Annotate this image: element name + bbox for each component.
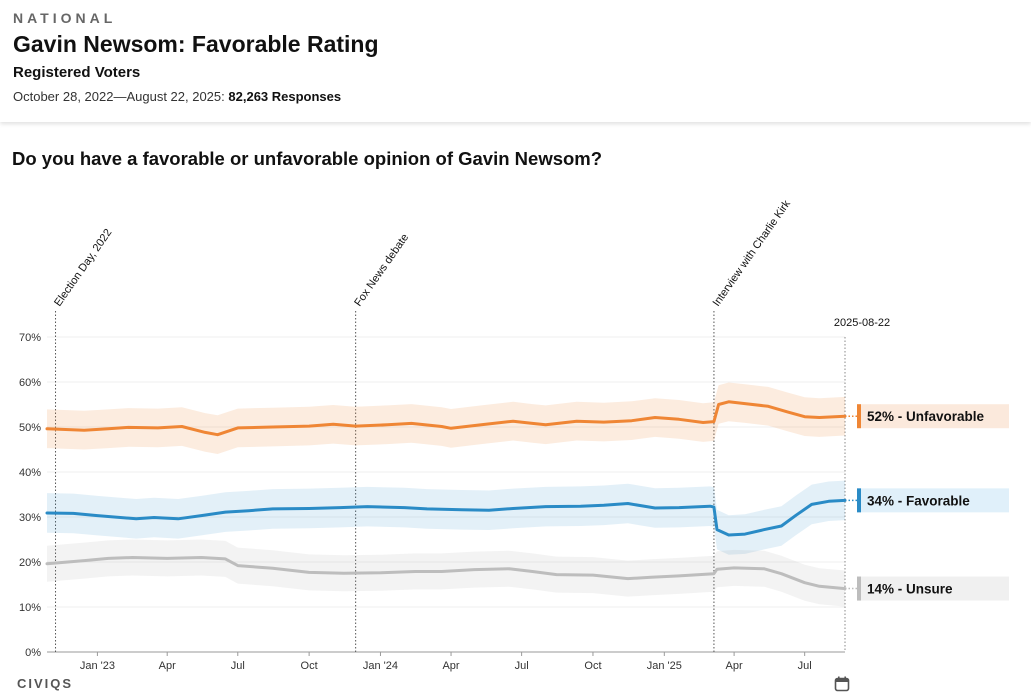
unfavorable-label-accent — [857, 404, 861, 429]
x-tick-label: Jan '25 — [647, 660, 682, 672]
y-tick-label: 10% — [19, 602, 41, 614]
favorable-label-accent — [857, 488, 861, 513]
x-tick-label: Jul — [798, 660, 812, 672]
favorable-label-bg — [857, 488, 1009, 513]
region-label: NATIONAL — [13, 10, 117, 26]
event-marker-label: Interview with Charlie Kirk — [711, 198, 794, 309]
calendar-icon[interactable] — [834, 676, 850, 692]
date-range: October 28, 2022—August 22, 2025: 82,263… — [13, 89, 341, 104]
unsure-end-label: 14% - Unsure — [867, 582, 953, 597]
y-tick-label: 20% — [19, 557, 41, 569]
unfavorable-end-label: 52% - Unfavorable — [867, 409, 985, 424]
event-marker-label: Fox News debate — [352, 232, 411, 309]
favorable-line — [45, 498, 847, 537]
x-tick-label: Apr — [159, 660, 176, 672]
unfavorable-line — [45, 400, 847, 437]
question-title: Do you have a favorable or unfavorable o… — [12, 148, 603, 169]
event-marker-label: Election Day, 2022 — [52, 227, 114, 309]
y-tick-label: 0% — [25, 647, 41, 659]
x-tick-label: Jul — [515, 660, 529, 672]
x-tick-label: Jan '24 — [363, 660, 398, 672]
unsure-label-accent — [857, 576, 861, 601]
favorable-end-label: 34% - Favorable — [867, 493, 970, 508]
unfavorable-label-bg — [857, 404, 1009, 429]
unsure-label-bg — [857, 576, 1009, 601]
trend-chart[interactable]: 0% 10% 20% 30% 40% 50% 60% 70% Jan '23 Apr Jul Oct J… — [0, 180, 1031, 700]
y-tick-label: 60% — [19, 377, 41, 389]
unsure-line — [45, 556, 847, 591]
y-tick-label: 70% — [19, 332, 41, 344]
y-tick-label: 30% — [19, 512, 41, 524]
favorable-confidence-band — [47, 480, 845, 555]
x-tick-label: Apr — [726, 660, 743, 672]
unfavorable-confidence-band — [47, 382, 845, 454]
x-tick-label: Jul — [231, 660, 245, 672]
y-tick-label: 50% — [19, 422, 41, 434]
x-tick-label: Oct — [584, 660, 601, 672]
page-title: Gavin Newsom: Favorable Rating — [13, 31, 379, 57]
brand-logo: CIVIQS — [17, 676, 74, 691]
date-range-text: October 28, 2022—August 22, 2025: — [13, 89, 225, 104]
x-tick-label: Apr — [442, 660, 459, 672]
page-header: NATIONAL Gavin Newsom: Favorable Rating … — [0, 0, 1031, 122]
end-date-label: 2025-08-22 — [834, 317, 890, 329]
x-tick-label: Oct — [301, 660, 318, 672]
unsure-confidence-band — [47, 539, 845, 607]
y-tick-label: 40% — [19, 467, 41, 479]
x-tick-label: Jan '23 — [80, 660, 115, 672]
population-label: Registered Voters — [13, 64, 141, 81]
responses-count: 82,263 Responses — [228, 89, 342, 104]
